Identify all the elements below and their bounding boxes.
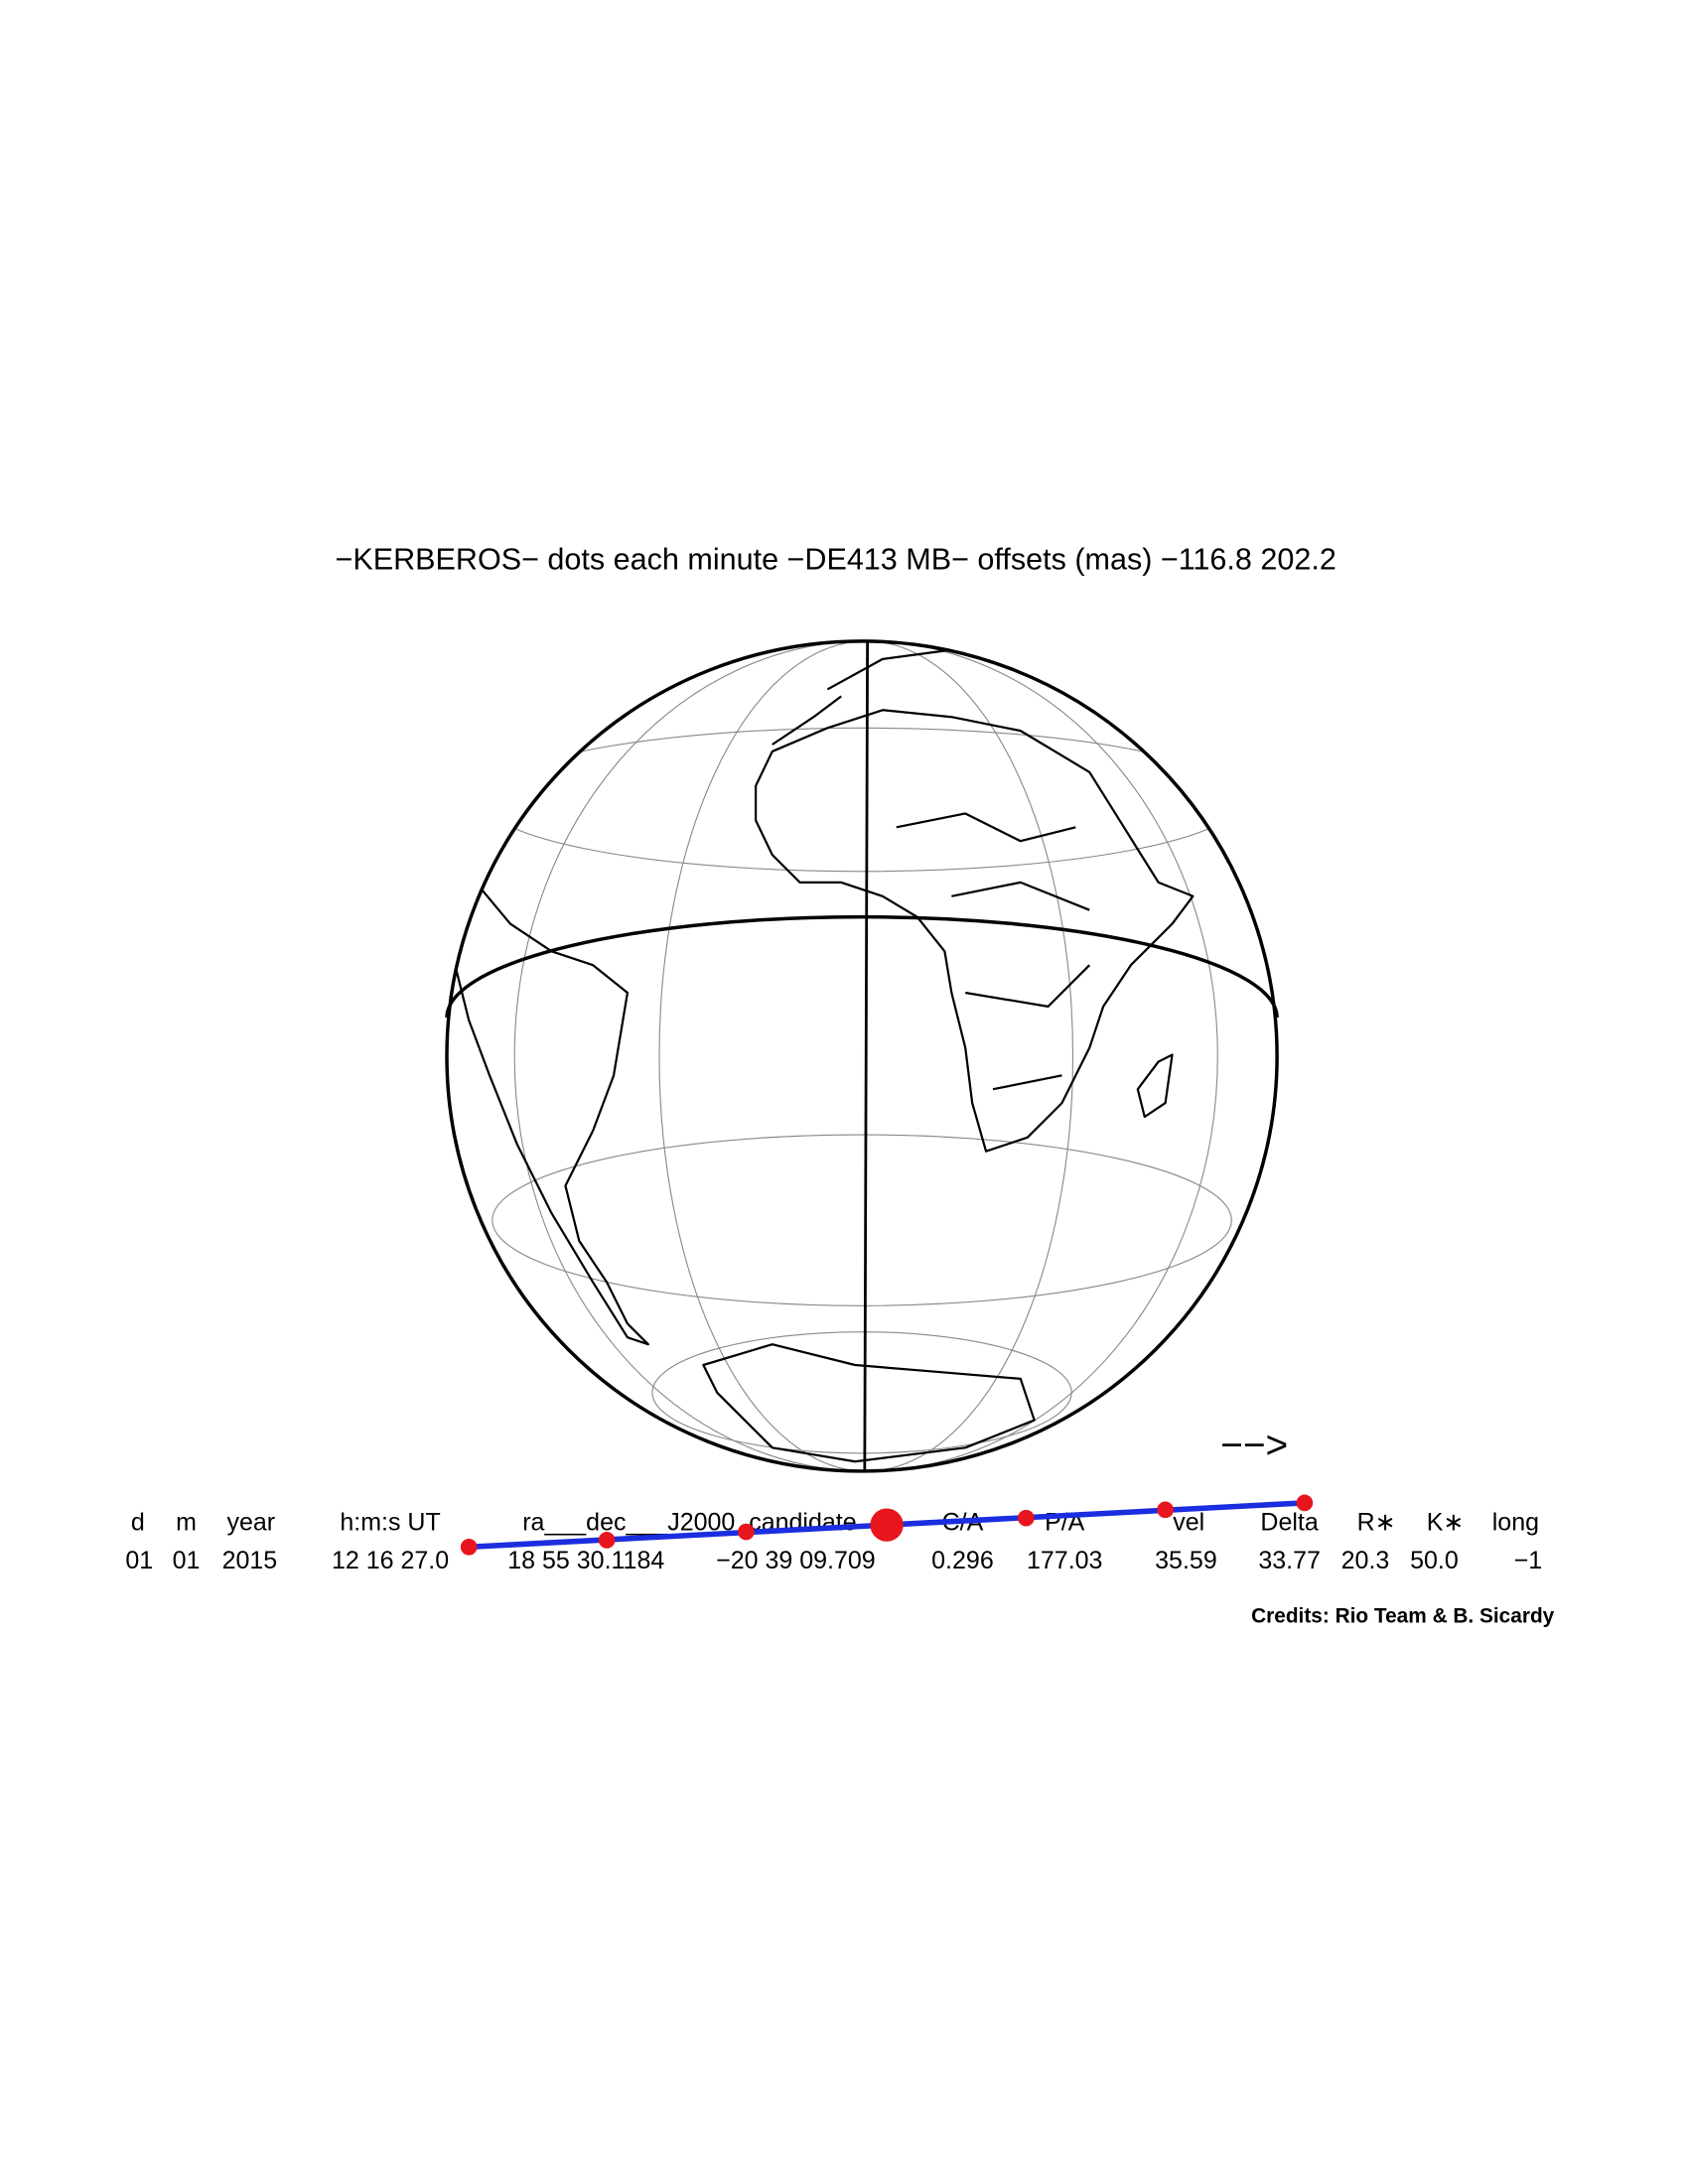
minute-dot: [1018, 1509, 1035, 1527]
minute-dot: [1296, 1494, 1314, 1512]
cell: 177.03: [1027, 1547, 1102, 1574]
cell: 18 55 30.1184: [507, 1547, 664, 1574]
header: h:m:s UT: [340, 1508, 440, 1536]
value-row: 01 01 2015 12 16 27.0 18 55 30.1184 −20 …: [125, 1547, 1542, 1574]
cell: 33.77: [1258, 1547, 1321, 1574]
minute-dot: [598, 1532, 616, 1549]
cell: 50.0: [1410, 1547, 1459, 1574]
minute-dot: [1157, 1501, 1174, 1519]
map-title: −KERBEROS− dots each minute −DE413 MB− o…: [336, 542, 1336, 576]
header: R∗: [1357, 1508, 1396, 1536]
header: year: [226, 1508, 275, 1536]
header: K∗: [1427, 1508, 1465, 1536]
cell: 35.59: [1155, 1547, 1217, 1574]
closest-approach-dot: [870, 1508, 904, 1542]
header-row: d m year h:m:s UT ra___dec___J2000_candi…: [131, 1508, 1539, 1536]
cell: 01: [173, 1547, 201, 1574]
header: vel: [1173, 1508, 1204, 1536]
header: long: [1492, 1508, 1539, 1536]
header: d: [131, 1508, 145, 1536]
cell: −1: [1514, 1547, 1543, 1574]
header: Delta: [1260, 1508, 1318, 1536]
cell: 01: [125, 1547, 153, 1574]
minute-dot: [460, 1539, 478, 1556]
direction-arrow: −−>: [1220, 1425, 1288, 1467]
cell: −20 39 09.709: [716, 1547, 876, 1574]
cell: 0.296: [931, 1547, 994, 1574]
credits: Credits: Rio Team & B. Sicardy: [1251, 1605, 1555, 1628]
cell: 2015: [222, 1547, 278, 1574]
header: m: [176, 1508, 197, 1536]
shadow-path: [460, 1494, 1314, 1556]
globe: [445, 639, 1279, 1473]
minute-dot: [738, 1523, 755, 1541]
cell: 20.3: [1341, 1547, 1390, 1574]
cell: 12 16 27.0: [332, 1547, 449, 1574]
